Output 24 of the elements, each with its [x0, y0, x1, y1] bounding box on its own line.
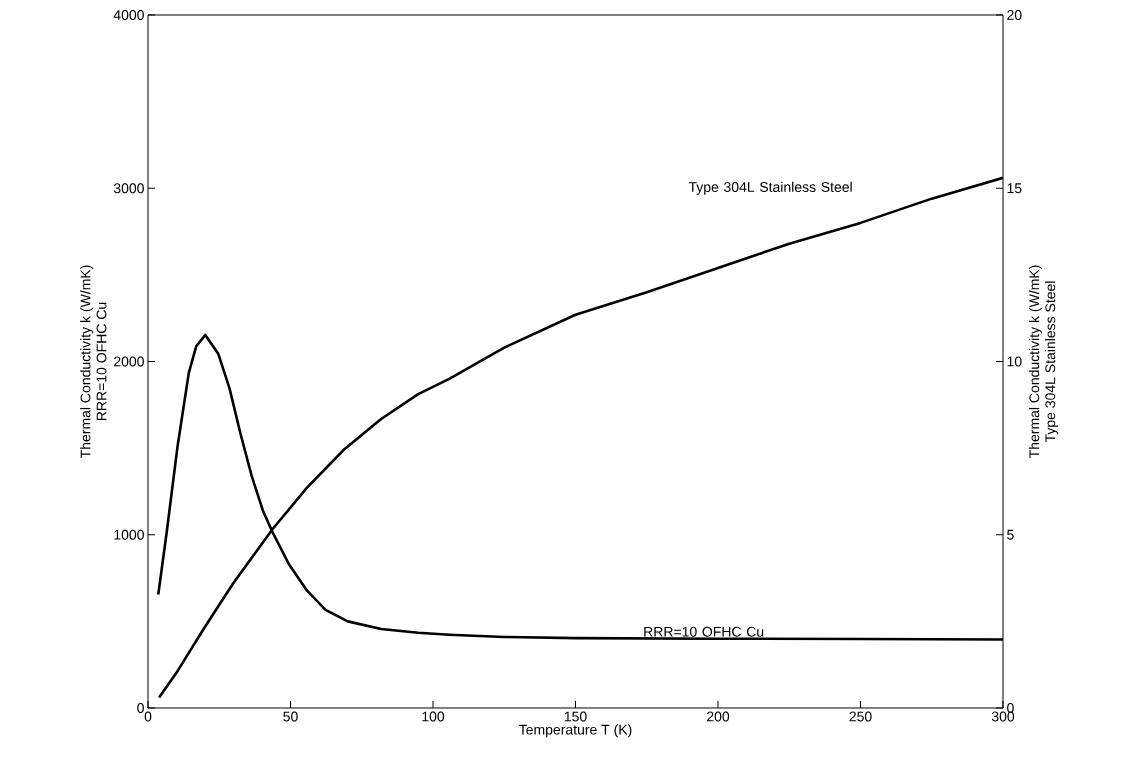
- x-tick-label: 50: [283, 711, 298, 722]
- y2-tick-label: 0: [1007, 703, 1014, 713]
- text: Thermal Conductivity k (W/mK): [80, 265, 94, 459]
- text: RRR=10 OFHC Cu: [96, 302, 107, 421]
- x-tick-label: 100: [422, 711, 445, 722]
- y2-tick-label: 10: [1007, 356, 1022, 367]
- x-tick-label: 150: [564, 711, 587, 722]
- x-tick-label: 200: [707, 711, 730, 722]
- y-tick-label: 4000: [113, 10, 144, 20]
- series-label: RRR=10 OFHC Cu: [644, 626, 764, 637]
- y-tick-label: 1000: [114, 529, 144, 540]
- text: Type 304L Stainless Steel: [688, 181, 852, 195]
- y-tick-label: 2000: [114, 356, 144, 367]
- y-tick-label: 3000: [113, 183, 144, 194]
- x-tick-label: 300: [991, 711, 1015, 722]
- x-tick-label: 0: [144, 711, 152, 722]
- x-tick-label: 250: [849, 711, 872, 722]
- y-tick-label: 0: [137, 703, 144, 713]
- y2-tick-label: 20: [1007, 10, 1022, 20]
- x-axis-title: Temperature T (K): [519, 724, 632, 738]
- text: Type 304L Stainless Steel: [1044, 281, 1059, 443]
- y2-tick-label: 15: [1007, 183, 1022, 194]
- text: Thermal Conductivity k (W/mK): [1028, 265, 1043, 459]
- y2-tick-label: 5: [1007, 529, 1014, 540]
